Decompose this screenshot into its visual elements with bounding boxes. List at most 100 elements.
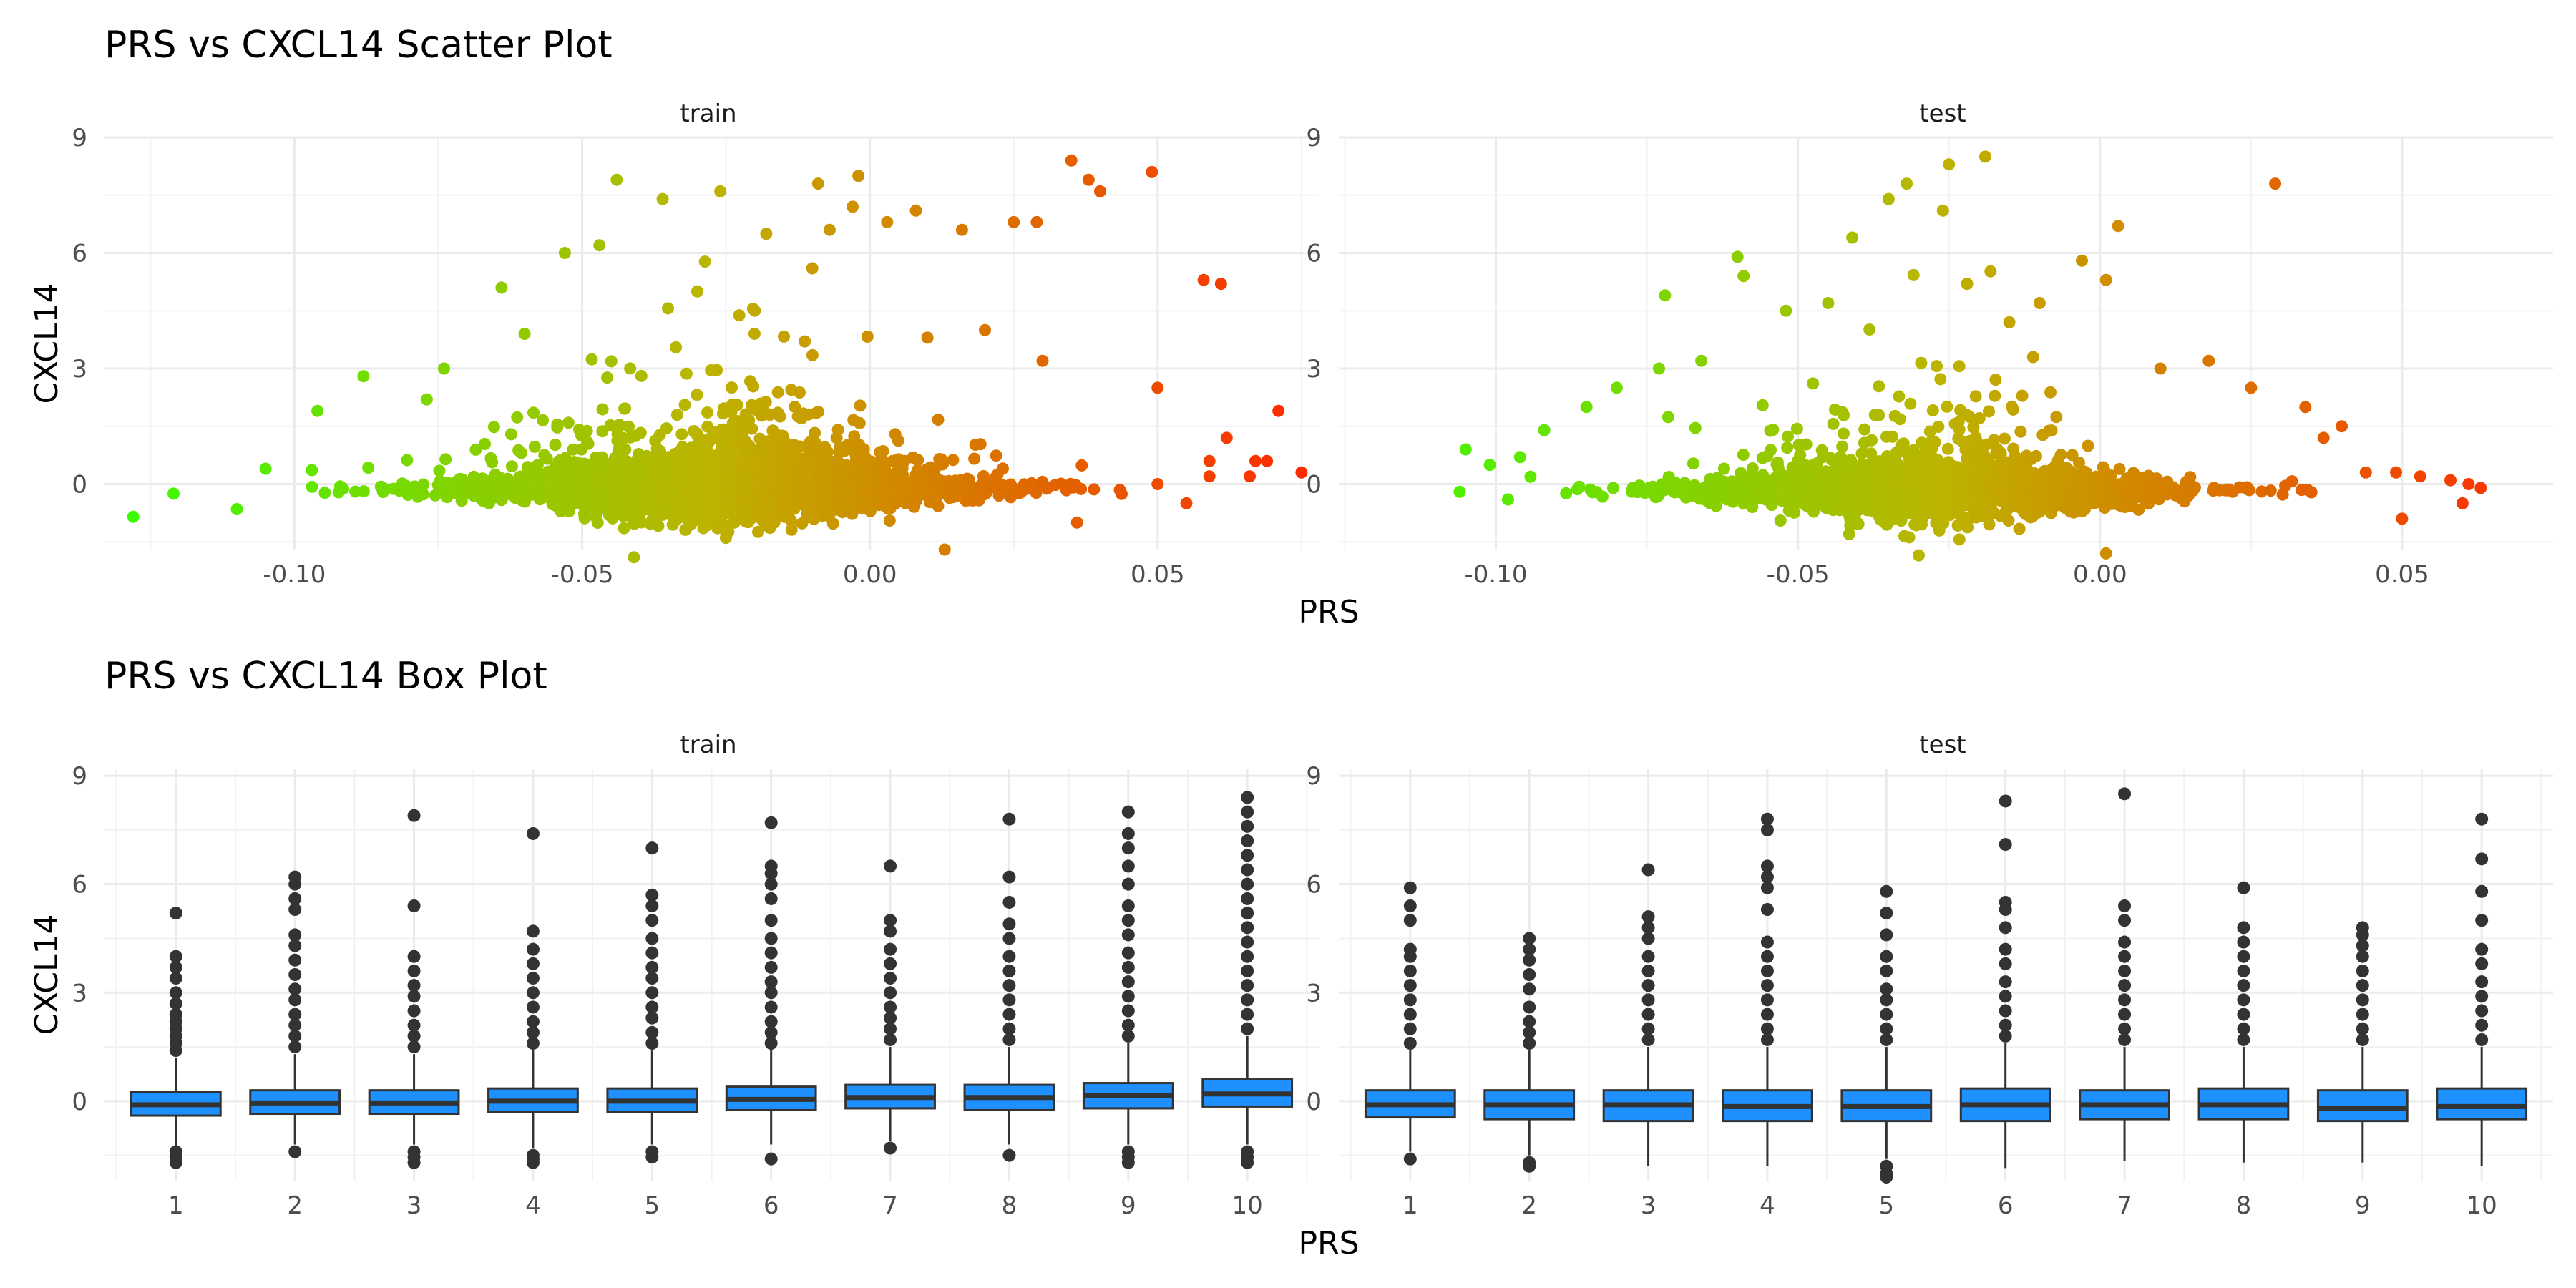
box-plot-title: PRS vs CXCL14 Box Plot [104, 655, 547, 698]
scatter-point [1030, 487, 1043, 499]
scatter-point [726, 472, 738, 485]
scatter-point [495, 281, 508, 294]
scatter-point [1261, 454, 1274, 467]
scatter-point [606, 512, 619, 525]
scatter-train-y-tick-label: 3 [72, 355, 87, 384]
scatter-point [688, 425, 700, 438]
box-y-axis-title: CXCL14 [29, 914, 65, 1035]
scatter-point [670, 341, 683, 353]
scatter-point [774, 429, 787, 442]
scatter-point [768, 516, 781, 529]
scatter-point [683, 477, 696, 489]
scatter-point [821, 446, 834, 459]
scatter-test-y-tick-label: 6 [1306, 239, 1322, 268]
scatter-point [1934, 476, 1946, 489]
scatter-point [1082, 173, 1095, 186]
scatter-point [696, 487, 708, 499]
scatter-point [717, 423, 730, 436]
scatter-point [2050, 411, 2063, 424]
scatter-point [771, 406, 784, 419]
scatter-point [822, 509, 835, 522]
scatter-point [1791, 467, 1804, 479]
scatter-point [1961, 521, 1974, 534]
scatter-point [357, 370, 370, 383]
scatter-point [311, 404, 324, 417]
scatter-point [443, 484, 456, 497]
scatter-point [782, 466, 795, 479]
scatter-point [629, 473, 642, 486]
scatter-point [859, 451, 872, 464]
scatter-test-y-tick-label: 9 [1306, 124, 1322, 152]
scatter-point [747, 380, 760, 393]
scatter-point [947, 454, 960, 467]
scatter-point [575, 443, 588, 456]
scatter-point [765, 462, 778, 474]
scatter-point [504, 428, 517, 441]
scatter-point [1960, 409, 1973, 421]
scatter-point [849, 440, 862, 453]
scatter-point [899, 492, 912, 504]
scatter-point [785, 384, 798, 396]
scatter-point [625, 511, 638, 524]
scatter-point [2233, 481, 2246, 494]
scatter-point [540, 482, 553, 494]
scatter-point [946, 482, 959, 494]
scatter-point [2264, 484, 2277, 497]
scatter-point [511, 411, 524, 424]
scatter-point [635, 462, 648, 474]
scatter-point [1807, 377, 1820, 390]
scatter-point [889, 428, 902, 441]
scatter-point [1151, 381, 1164, 394]
scatter-point [2016, 389, 2029, 402]
scatter-point [853, 416, 866, 429]
scatter-point [673, 445, 686, 458]
scatter-test-x-tick-label: -0.10 [1465, 560, 1528, 589]
scatter-point [666, 518, 679, 531]
scatter-point [796, 460, 809, 473]
scatter-point [1756, 399, 1769, 411]
scatter-point [1916, 514, 1928, 527]
scatter-strip-train: train [680, 99, 736, 128]
scatter-test-y-tick-label: 0 [1306, 470, 1322, 499]
scatter-point [678, 492, 691, 504]
scatter-point [531, 459, 544, 472]
scatter-point [698, 255, 711, 268]
scatter-point [755, 409, 768, 422]
scatter-point [1295, 466, 1308, 479]
scatter-point [804, 436, 816, 449]
scatter-x-axis-title: PRS [1298, 594, 1359, 630]
scatter-point [306, 480, 318, 493]
scatter-point [1774, 514, 1787, 527]
scatter-point [2113, 462, 2126, 475]
scatter-point [504, 483, 517, 496]
scatter-point [790, 483, 803, 496]
scatter-point [610, 173, 623, 186]
scatter-point [2014, 425, 2027, 438]
scatter-point [167, 487, 180, 500]
scatter-point [2189, 481, 2201, 494]
scatter-point [1203, 470, 1216, 483]
scatter-point [877, 468, 890, 481]
scatter-point [1065, 154, 1078, 167]
scatter-point [1953, 533, 1966, 546]
scatter-point [726, 381, 738, 394]
scatter-point [433, 464, 446, 477]
scatter-point [458, 484, 471, 497]
scatter-point [656, 192, 669, 205]
scatter-point [758, 516, 771, 529]
scatter-point [1904, 397, 1917, 410]
scatter-point [259, 462, 272, 475]
scatter-point [878, 482, 891, 495]
scatter-point [799, 499, 812, 512]
scatter-point [968, 452, 981, 465]
scatter-point [1989, 389, 2001, 402]
scatter-point [921, 331, 934, 344]
scatter-point [577, 500, 590, 513]
scatter-point [602, 481, 615, 493]
scatter-point [701, 420, 714, 433]
scatter-point [318, 487, 331, 499]
scatter-point [724, 401, 736, 414]
scatter-point [670, 409, 683, 421]
scatter-point [469, 443, 482, 456]
scatter-point [861, 331, 874, 343]
